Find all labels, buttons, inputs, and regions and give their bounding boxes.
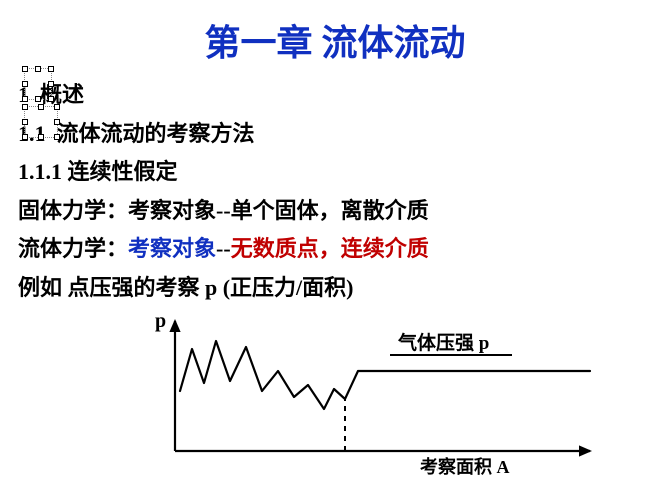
selection-handle — [35, 66, 41, 72]
heading-1-1-1: 1.1.1 连续性假定 — [18, 153, 658, 192]
fluid-dash: -- — [216, 236, 231, 261]
selection-handle — [22, 81, 28, 87]
selection-handle — [48, 96, 54, 102]
slide-body: 1 概述 1.1 流体流动的考察方法 1.1.1 连续性假定 固体力学：考察对象… — [0, 76, 670, 307]
selection-handle — [38, 104, 44, 110]
selection-handle — [54, 104, 60, 110]
svg-text:气体压强 p: 气体压强 p — [397, 331, 489, 354]
line-example: 例如 点压强的考察 p (正压力/面积) — [18, 269, 658, 308]
heading-1: 1 概述 — [18, 76, 658, 115]
selection-handle — [38, 134, 44, 140]
heading-1-1: 1.1 流体流动的考察方法 — [18, 115, 658, 154]
selection-handle — [54, 119, 60, 125]
pressure-diagram-svg: p 考察面积 A 气体压强 p — [120, 311, 620, 476]
chapter-title-text: 第一章 流体流动 — [204, 23, 465, 63]
svg-text:p: p — [155, 311, 166, 332]
selection-handle — [54, 134, 60, 140]
fluid-red: 无数质点，连续介质 — [231, 236, 429, 261]
selection-handle — [22, 134, 28, 140]
line-fluid-mechanics: 流体力学：考察对象--无数质点，连续介质 — [18, 230, 658, 269]
chapter-title: 第一章 流体流动 — [0, 0, 670, 76]
fluid-prefix: 流体力学： — [18, 236, 128, 261]
selection-handle — [22, 96, 28, 102]
pressure-diagram: p 考察面积 A 气体压强 p — [120, 311, 620, 476]
fluid-blue: 考察对象 — [128, 236, 216, 261]
line-solid-mechanics: 固体力学：考察对象--单个固体，离散介质 — [18, 192, 658, 231]
heading-1-1-text: 流体流动的考察方法 — [57, 121, 255, 146]
selection-handle — [22, 119, 28, 125]
selection-handle — [48, 81, 54, 87]
selection-box-1 — [24, 68, 52, 100]
selection-handle — [35, 96, 41, 102]
svg-text:考察面积 A: 考察面积 A — [420, 456, 510, 476]
selection-handle — [48, 66, 54, 72]
selection-box-2 — [24, 106, 58, 138]
selection-handle — [22, 66, 28, 72]
selection-handle — [22, 104, 28, 110]
